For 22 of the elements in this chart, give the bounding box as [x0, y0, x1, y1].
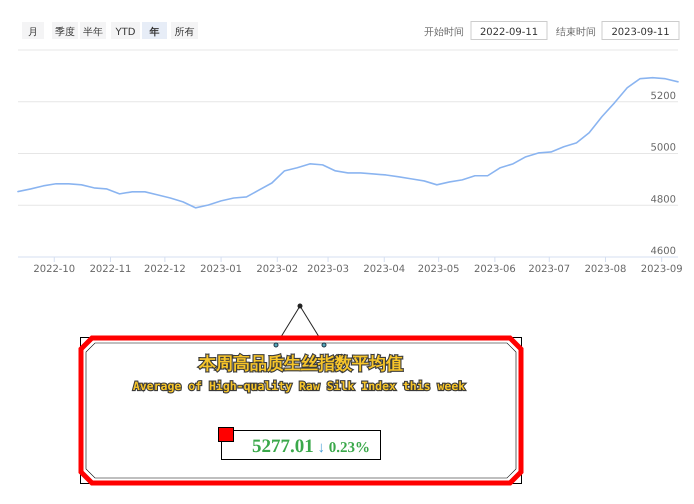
controls: 月 季度 半年 YTD 年 所有 开始时间 2022-09-11 结束时间 2023-09-11	[22, 21, 680, 40]
text: ↓	[314, 440, 325, 456]
x-tick-label: 2023-05	[418, 264, 460, 275]
y-tick-label: 4600	[650, 246, 676, 257]
x-tick-label: 2022-12	[144, 264, 186, 275]
x-tick-label: 2023-03	[307, 264, 349, 275]
text: 0.23%	[325, 440, 370, 456]
text: Average of High-quality Raw Silk Index this week	[132, 379, 466, 393]
x-tick-label: 2023-06	[474, 264, 516, 275]
text: 5277.01	[252, 436, 314, 457]
x-tick-label: 2023-09	[640, 264, 683, 275]
x-tick-label: 2022-11	[90, 264, 132, 275]
x-tick-label: 2023-08	[584, 264, 626, 275]
y-tick-label: 5200	[650, 90, 676, 102]
x-tick-label: 2022-10	[33, 264, 76, 275]
x-tick-label: 2023-07	[528, 264, 570, 275]
x-tick-label: 2023-01	[200, 264, 242, 275]
text: 本周高品质生丝指数平均值	[198, 354, 403, 374]
y-tick-label: 4800	[650, 194, 676, 206]
x-tick-label: 2023-02	[256, 264, 298, 275]
x-tick-label: 2023-04	[363, 264, 406, 275]
y-tick-label: 5000	[650, 142, 676, 154]
